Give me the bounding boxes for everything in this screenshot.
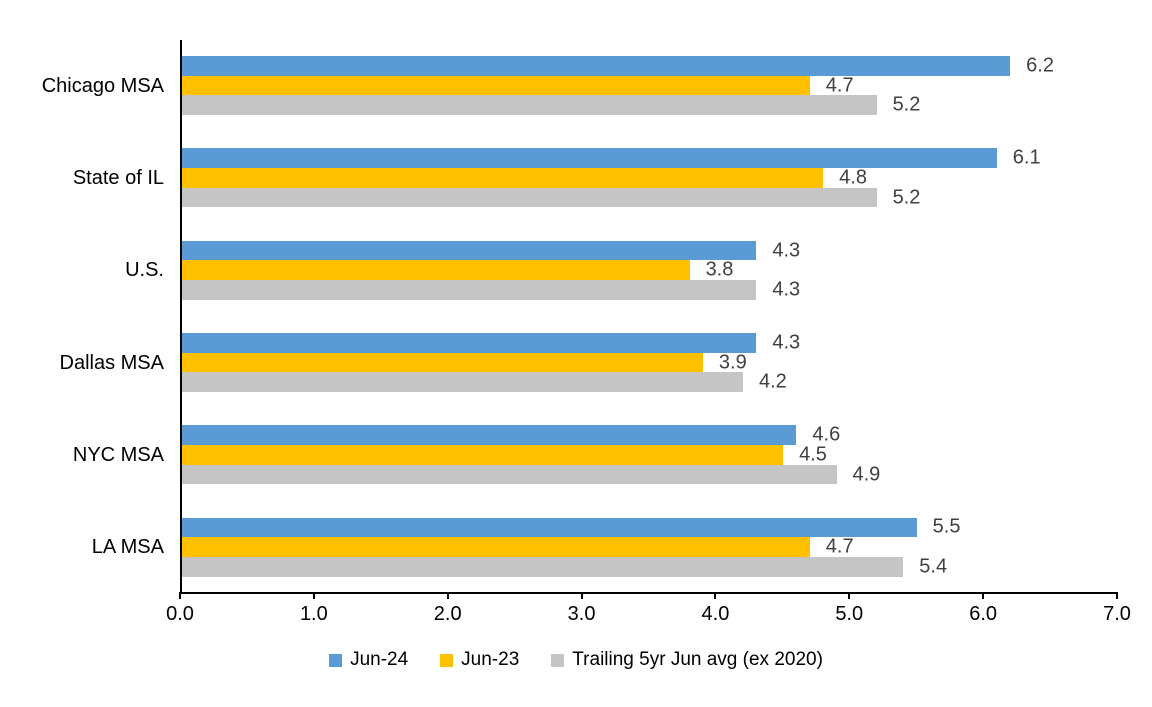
x-tick-label: 2.0 (433, 603, 462, 625)
bar-group: 4.3 3.9 4.2 (182, 317, 1117, 409)
legend-item: Trailing 5yr Jun avg (ex 2020) (551, 649, 823, 671)
bar-trailing-5yr-jun-avg-ex-2020- (182, 372, 743, 393)
bar-value-label: 4.7 (825, 535, 854, 558)
legend-item: Jun-23 (440, 649, 519, 671)
bar-value-label: 4.2 (759, 370, 787, 393)
bar-jun-23 (182, 537, 810, 558)
category-label: U.S. (125, 259, 164, 282)
bar-value-label: 5.4 (919, 555, 948, 578)
x-tick-mark (179, 592, 181, 599)
bar-jun-24 (182, 517, 917, 538)
bar-group: 5.5 4.7 5.4 (182, 502, 1117, 594)
bar-jun-24 (182, 56, 1011, 76)
x-tick-label: 6.0 (969, 603, 998, 625)
category-label: LA MSA (91, 536, 164, 559)
bar-group: 6.1 4.8 5.2 (182, 132, 1117, 224)
x-tick-label: 0.0 (166, 603, 194, 625)
bar-value-label: 5.2 (892, 186, 921, 209)
category-label: Dallas MSA (59, 351, 164, 374)
bar-group: 4.6 4.5 4.9 (182, 409, 1117, 501)
category-label: Chicago MSA (41, 74, 164, 97)
bar-value-label: 4.8 (839, 166, 867, 189)
x-tick-mark (312, 592, 315, 599)
legend-item: Jun-24 (329, 649, 408, 671)
legend-swatch-icon (440, 653, 454, 667)
category-label: NYC MSA (72, 443, 164, 466)
bar-group: 6.2 4.7 5.2 (182, 40, 1117, 132)
x-tick-label: 7.0 (1103, 603, 1131, 625)
bar-trailing-5yr-jun-avg-ex-2020- (182, 187, 877, 208)
x-tick-mark (1116, 592, 1118, 599)
bar-value-label: 5.2 (892, 93, 921, 116)
x-tick-mark (982, 592, 985, 599)
x-tick-mark (714, 592, 717, 599)
x-tick-label: 4.0 (701, 603, 730, 625)
legend-swatch-icon (329, 653, 343, 667)
bar-jun-23 (182, 168, 824, 188)
x-axis-ticks: 0.0 1.0 2.0 3.0 4.0 5.0 6.0 7.0 (166, 592, 1131, 632)
bar-trailing-5yr-jun-avg-ex-2020- (182, 464, 837, 485)
bar-jun-23 (182, 260, 690, 281)
legend: Jun-24 Jun-23 Trailing 5yr Jun avg (ex 202… (0, 649, 1152, 671)
legend-swatch-icon (551, 653, 565, 667)
bar-trailing-5yr-jun-avg-ex-2020- (182, 280, 757, 300)
x-tick-mark (580, 592, 583, 599)
bar-jun-23 (182, 352, 703, 373)
bar-jun-23 (182, 75, 810, 96)
bar-jun-24 (182, 332, 757, 353)
bar-value-label: 4.3 (772, 278, 801, 301)
bar-rows: 6.2 4.7 5.2 6.1 4.8 5.2 4.3 3.8 4.3 4.3 3.9 4.2 4.6 4… (182, 40, 1117, 592)
legend-label: Trailing 5yr Jun avg (ex 2020) (572, 649, 823, 670)
x-tick-label: 1.0 (299, 603, 328, 625)
bar-group: 4.3 3.8 4.3 (182, 225, 1117, 317)
bar-value-label: 4.9 (852, 463, 881, 486)
bar-value-label: 4.3 (772, 331, 801, 354)
bar-value-label: 3.8 (705, 258, 734, 281)
category-labels: Chicago MSA State of IL U.S. Dallas MSA NYC … (0, 40, 164, 594)
bar-trailing-5yr-jun-avg-ex-2020- (182, 557, 904, 577)
x-tick-label: 3.0 (567, 603, 596, 625)
bar-value-label: 4.6 (812, 423, 841, 446)
bar-value-label: 3.9 (718, 351, 747, 374)
bar-trailing-5yr-jun-avg-ex-2020- (182, 95, 877, 116)
bar-value-label: 4.3 (772, 239, 801, 261)
legend-label: Jun-23 (461, 649, 520, 670)
bar-jun-24 (182, 148, 997, 169)
x-tick-label: 5.0 (835, 603, 864, 625)
bar-value-label: 6.1 (1012, 146, 1041, 169)
bar-jun-23 (182, 445, 784, 465)
bar-jun-24 (182, 425, 797, 445)
plot-area: 6.2 4.7 5.2 6.1 4.8 5.2 4.3 3.8 4.3 4.3 3.9 4.2 4.6 4… (166, 40, 1131, 625)
bar-jun-24 (182, 240, 757, 261)
bar-value-label: 4.5 (799, 443, 827, 466)
x-tick-mark (446, 592, 449, 599)
category-label: State of IL (72, 166, 164, 189)
x-tick-mark (848, 592, 851, 599)
bar-value-label: 5.5 (932, 515, 961, 538)
legend-label: Jun-24 (350, 649, 409, 670)
bar-value-label: 4.7 (825, 74, 854, 97)
bar-value-label: 6.2 (1026, 54, 1054, 77)
